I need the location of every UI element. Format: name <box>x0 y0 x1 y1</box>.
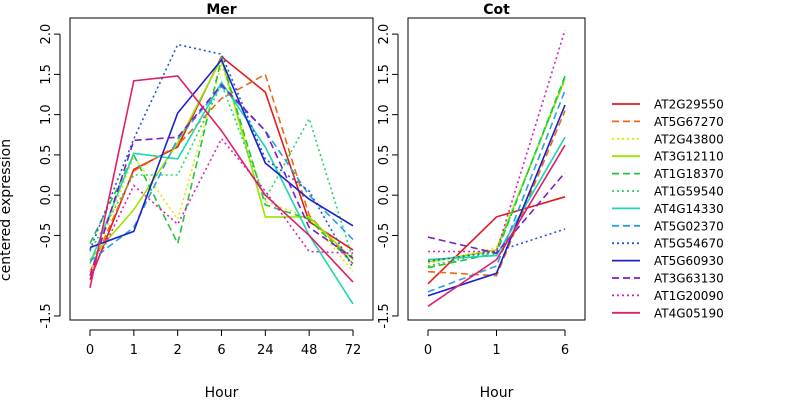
cot-x-tick-label: 6 <box>561 343 569 358</box>
cot-series-line-at4g05190 <box>427 144 566 307</box>
mer-x-tick-label: 72 <box>345 343 362 358</box>
cot-plot-frame <box>407 17 586 321</box>
cot-y-tick-label: 0.0 <box>377 185 392 206</box>
cot-x-axis-label: Hour <box>480 385 514 400</box>
cot-series-line-at3g63130 <box>427 172 566 255</box>
legend-label: AT5G67270 <box>654 115 724 129</box>
legend-label: AT5G54670 <box>654 237 724 251</box>
mer-series-line-at3g12110 <box>89 56 354 261</box>
cot-series-line-at5g60930 <box>427 104 566 297</box>
mer-y-axis-label: centered expression <box>0 139 14 281</box>
mer-series-line-at1g20090 <box>89 137 354 277</box>
cot-series-line-at1g20090 <box>428 29 566 253</box>
cot-y-tick-label: 1.5 <box>377 64 392 85</box>
cot-series-line-at5g67270 <box>427 110 566 277</box>
mer-series-line-at3g63130 <box>89 83 354 276</box>
cot-series-line-at3g12110 <box>427 78 566 263</box>
cot-x-tick-label: 0 <box>424 343 432 358</box>
mer-y-tick-label: 2.0 <box>39 24 54 45</box>
cot-series-line-at1g59540 <box>427 78 566 267</box>
panel-mer: Mer 0 1 2 6 24 48 72 Hour -1.5 -0.5 0.0 0.5 1.0 1.5 2.0… <box>0 2 374 401</box>
mer-series-line-at5g60930 <box>89 58 354 249</box>
legend-label: AT1G20090 <box>654 289 724 303</box>
mer-x-tick-label: 48 <box>301 343 318 358</box>
legend-label: AT3G12110 <box>654 150 724 164</box>
cot-y-tick-label: 0.5 <box>377 145 392 166</box>
cot-x-tick-label: 1 <box>492 343 500 358</box>
mer-chart-title: Mer <box>206 2 236 18</box>
mer-series-line-at5g02370 <box>89 85 354 262</box>
legend-label: AT1G18370 <box>654 167 724 181</box>
cot-y-tick-label: -1.5 <box>377 303 392 328</box>
mer-x-tick-label: 6 <box>217 343 225 358</box>
mer-y-tick-label: 0.0 <box>39 185 54 206</box>
legend-label: AT1G59540 <box>654 185 724 199</box>
mer-x-tick-label: 24 <box>257 343 274 358</box>
mer-y-tick-label: -0.5 <box>39 223 54 248</box>
cot-y-tick-label: 2.0 <box>377 24 392 45</box>
legend: AT2G29550 AT5G67270 AT2G43800 AT3G12110 AT1G… <box>612 98 724 320</box>
cot-chart-title: Cot <box>483 2 510 18</box>
mer-series-line-at5g54670 <box>89 43 354 269</box>
mer-plot-frame <box>69 17 374 321</box>
cot-series-line-at4g14330 <box>427 136 566 261</box>
cot-y-tick-label: 1.0 <box>377 104 392 125</box>
legend-label: AT3G63130 <box>654 272 724 286</box>
cot-y-tick-label: -0.5 <box>377 223 392 248</box>
mer-y-tick-label: 1.0 <box>39 104 54 125</box>
mer-series-line-at4g05190 <box>89 75 354 288</box>
legend-label: AT2G43800 <box>654 132 724 146</box>
legend-label: AT5G02370 <box>654 219 724 233</box>
mer-series-line-at1g18370 <box>89 55 354 265</box>
mer-x-tick-label: 1 <box>130 343 138 358</box>
mer-x-axis-label: Hour <box>205 385 239 400</box>
mer-series-line-at5g67270 <box>89 73 354 273</box>
mer-x-tick-label: 2 <box>174 343 182 358</box>
legend-label: AT2G29550 <box>654 98 724 112</box>
mer-y-tick-label: 1.5 <box>39 64 54 85</box>
cot-series-line-at2g29550 <box>427 196 566 285</box>
mer-y-tick-label: 0.5 <box>39 145 54 166</box>
legend-label: AT4G05190 <box>654 306 724 320</box>
cot-series-line-at5g02370 <box>427 90 566 293</box>
legend-label: AT4G14330 <box>654 202 724 216</box>
mer-x-tick-label: 0 <box>86 343 94 358</box>
legend-label: AT5G60930 <box>654 254 724 268</box>
mer-y-tick-label: -1.5 <box>39 303 54 328</box>
panel-cot: Cot 0 1 6 Hour -1.5 -0.5 0.0 0.5 1.0 1.5 2.0 <box>377 2 586 401</box>
